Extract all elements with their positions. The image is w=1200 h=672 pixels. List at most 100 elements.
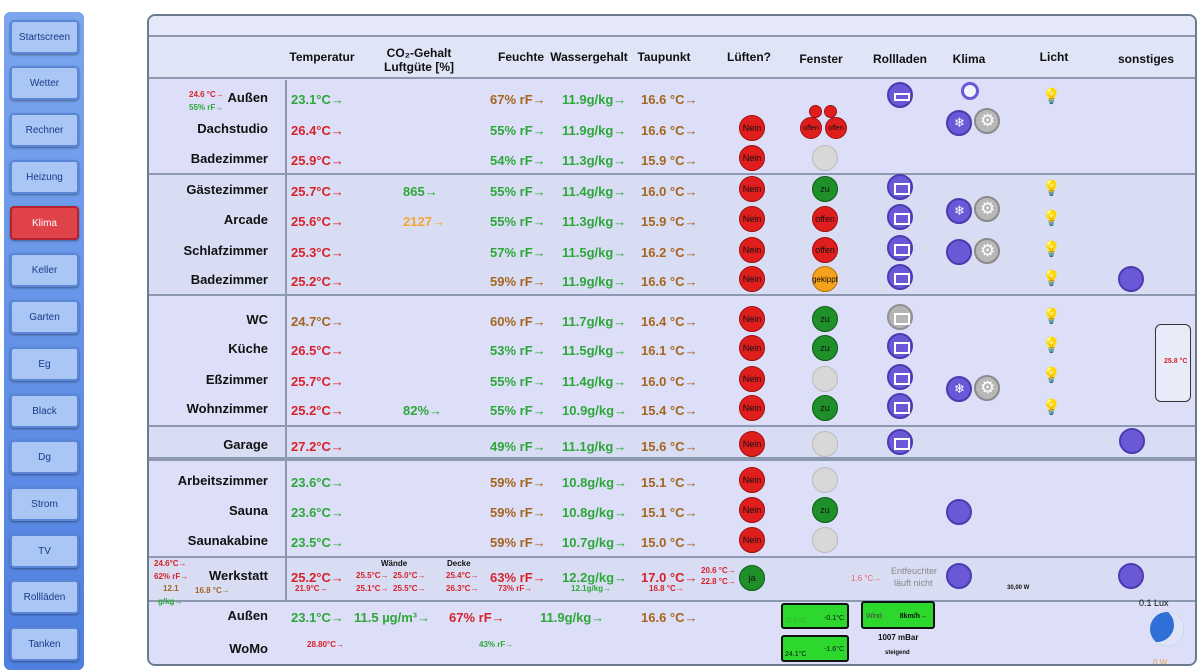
werkstatt-temp: 25.2°C→: [291, 570, 344, 585]
ac-snowflake-icon[interactable]: [946, 376, 972, 402]
shutter-icon[interactable]: [887, 393, 913, 419]
dehumidifier-icon[interactable]: [946, 563, 972, 589]
humidity-value: 57% rF→: [490, 245, 546, 260]
water-content-value: 11.5g/kg→: [562, 343, 627, 358]
ac-settings-icon[interactable]: [974, 238, 1000, 264]
nav-keller[interactable]: Keller: [10, 253, 79, 287]
werkstatt-side-hum: 62% rF→: [154, 572, 189, 581]
nav-rollläden[interactable]: Rollläden: [10, 580, 79, 614]
humidity-value: 60% rF→: [490, 314, 546, 329]
toggle-icon[interactable]: [1119, 428, 1145, 454]
shutter-icon[interactable]: [887, 82, 913, 108]
sidebar: Startscreen Wetter Rechner Heizung Klima Kell…: [4, 12, 84, 670]
ground-temp-box: 24.1°C -1.6°C: [781, 635, 849, 662]
room-name: Arbeitszimmer: [177, 473, 268, 488]
window-status-badge: [812, 145, 838, 171]
light-bulb-icon[interactable]: 💡: [1042, 88, 1061, 105]
nav-tv[interactable]: TV: [10, 534, 79, 568]
window-status-badge: gekippt: [812, 266, 838, 292]
temperature-value: 25.7°C→: [291, 374, 344, 389]
light-bulb-icon[interactable]: 💡: [1042, 210, 1061, 227]
temperature-value: 25.9°C→: [291, 153, 344, 168]
humidity-value: 59% rF→: [490, 475, 546, 490]
dewpoint-value: 15.1 °C→: [641, 475, 698, 490]
humidity-value: 67% rF→: [490, 92, 546, 107]
group-keller: [149, 459, 1195, 556]
werkstatt-side-val2: 16.8 °C→: [195, 586, 230, 595]
header-taupunkt: Taupunkt: [637, 50, 691, 64]
nav-black[interactable]: Black: [10, 394, 79, 428]
ac-settings-icon[interactable]: [974, 375, 1000, 401]
dewpoint-value: 16.6 °C→: [641, 274, 698, 289]
nav-wetter[interactable]: Wetter: [10, 66, 79, 100]
ac-settings-icon[interactable]: [974, 108, 1000, 134]
light-bulb-icon[interactable]: 💡: [1042, 241, 1061, 258]
werkstatt-wg-sub: 12.1g/kg→: [571, 584, 612, 593]
nav-startscreen[interactable]: Startscreen: [10, 20, 79, 54]
group-dg: [149, 77, 1195, 173]
shutter-icon[interactable]: [887, 364, 913, 390]
shutter-icon[interactable]: [887, 264, 913, 290]
nav-eg[interactable]: Eg: [10, 347, 79, 381]
ventilate-badge: Nein: [739, 176, 765, 202]
header-klima: Klima: [952, 52, 986, 66]
pressure-trend: steigend: [885, 650, 910, 656]
table-row: Außen 23.1°C→ 67% rF→ 11.9g/kg→ 16.6 °C→: [149, 82, 1195, 111]
light-bulb-icon[interactable]: 💡: [1042, 308, 1061, 325]
table-row: Wohnzimmer 25.2°C→ 82%→ 55% rF→ 10.9g/kg→ 15.…: [149, 393, 1195, 422]
aussen2-wg: 11.9g/kg→: [540, 610, 605, 625]
ac-snowflake-icon[interactable]: [946, 110, 972, 136]
shutter-icon[interactable]: [887, 235, 913, 261]
ventilate-badge: Nein: [739, 237, 765, 263]
water-content-value: 10.8g/kg→: [562, 505, 628, 520]
light-bulb-icon[interactable]: 💡: [1042, 270, 1061, 287]
dewpoint-value: 15.4 °C→: [641, 403, 698, 418]
ac-settings-icon[interactable]: [974, 196, 1000, 222]
water-content-value: 11.5g/kg→: [562, 245, 627, 260]
radiator-icon[interactable]: [1118, 563, 1144, 589]
humidity-value: 59% rF→: [490, 535, 546, 550]
thermostat-card[interactable]: 25.8 °C: [1155, 324, 1191, 402]
room-name: Außen: [227, 90, 268, 105]
aussen2-feuchte: 67% rF→: [449, 610, 505, 625]
water-content-value: 11.9g/kg→: [562, 92, 627, 107]
humidity-value: 59% rF→: [490, 505, 546, 520]
werkstatt-decke-2: 26.3°C→: [446, 584, 479, 593]
fan-icon[interactable]: [946, 499, 972, 525]
light-bulb-icon[interactable]: 💡: [1042, 399, 1061, 416]
temperature-value: 23.1°C→: [291, 92, 344, 107]
ac-snowflake-icon[interactable]: [946, 198, 972, 224]
nav-strom[interactable]: Strom: [10, 487, 79, 521]
light-bulb-icon[interactable]: 💡: [1042, 180, 1061, 197]
power-icon[interactable]: [961, 82, 979, 100]
ac-mode-icon[interactable]: [946, 239, 972, 265]
air-pressure: 1007 mBar: [878, 633, 919, 642]
shutter-icon[interactable]: [887, 204, 913, 230]
nav-garten[interactable]: Garten: [10, 300, 79, 334]
water-content-value: 11.3g/kg→: [562, 153, 627, 168]
shutter-icon[interactable]: [887, 429, 913, 455]
window-status-badge: zu: [812, 306, 838, 332]
temperature-value: 24.7°C→: [291, 314, 344, 329]
window-status-badge: zu: [812, 497, 838, 523]
dewpoint-value: 16.6 °C→: [641, 123, 698, 138]
nav-rechner[interactable]: Rechner: [10, 113, 79, 147]
light-bulb-icon[interactable]: 💡: [1042, 337, 1061, 354]
shutter-icon[interactable]: [887, 333, 913, 359]
radiator-icon[interactable]: [1118, 266, 1144, 292]
humidity-value: 53% rF→: [490, 343, 546, 358]
werkstatt-waende-label: Wände: [381, 559, 408, 568]
shutter-icon[interactable]: [887, 304, 913, 330]
nav-klima[interactable]: Klima: [10, 206, 79, 240]
ventilate-badge: Nein: [739, 527, 765, 553]
table-row: Küche 26.5°C→ 53% rF→ 11.5g/kg→ 16.1 °C→ Nein…: [149, 333, 1195, 362]
werkstatt-feuchte: 63% rF→: [490, 570, 546, 585]
water-content-value: 11.3g/kg→: [562, 214, 627, 229]
shutter-icon[interactable]: [887, 174, 913, 200]
window-status-badge: [812, 527, 838, 553]
nav-dg[interactable]: Dg: [10, 440, 79, 474]
nav-heizung[interactable]: Heizung: [10, 160, 79, 194]
nav-tanken[interactable]: Tanken: [10, 627, 79, 661]
werkstatt-tau-side-2: 22.8 °C→: [701, 577, 736, 586]
light-bulb-icon[interactable]: 💡: [1042, 367, 1061, 384]
